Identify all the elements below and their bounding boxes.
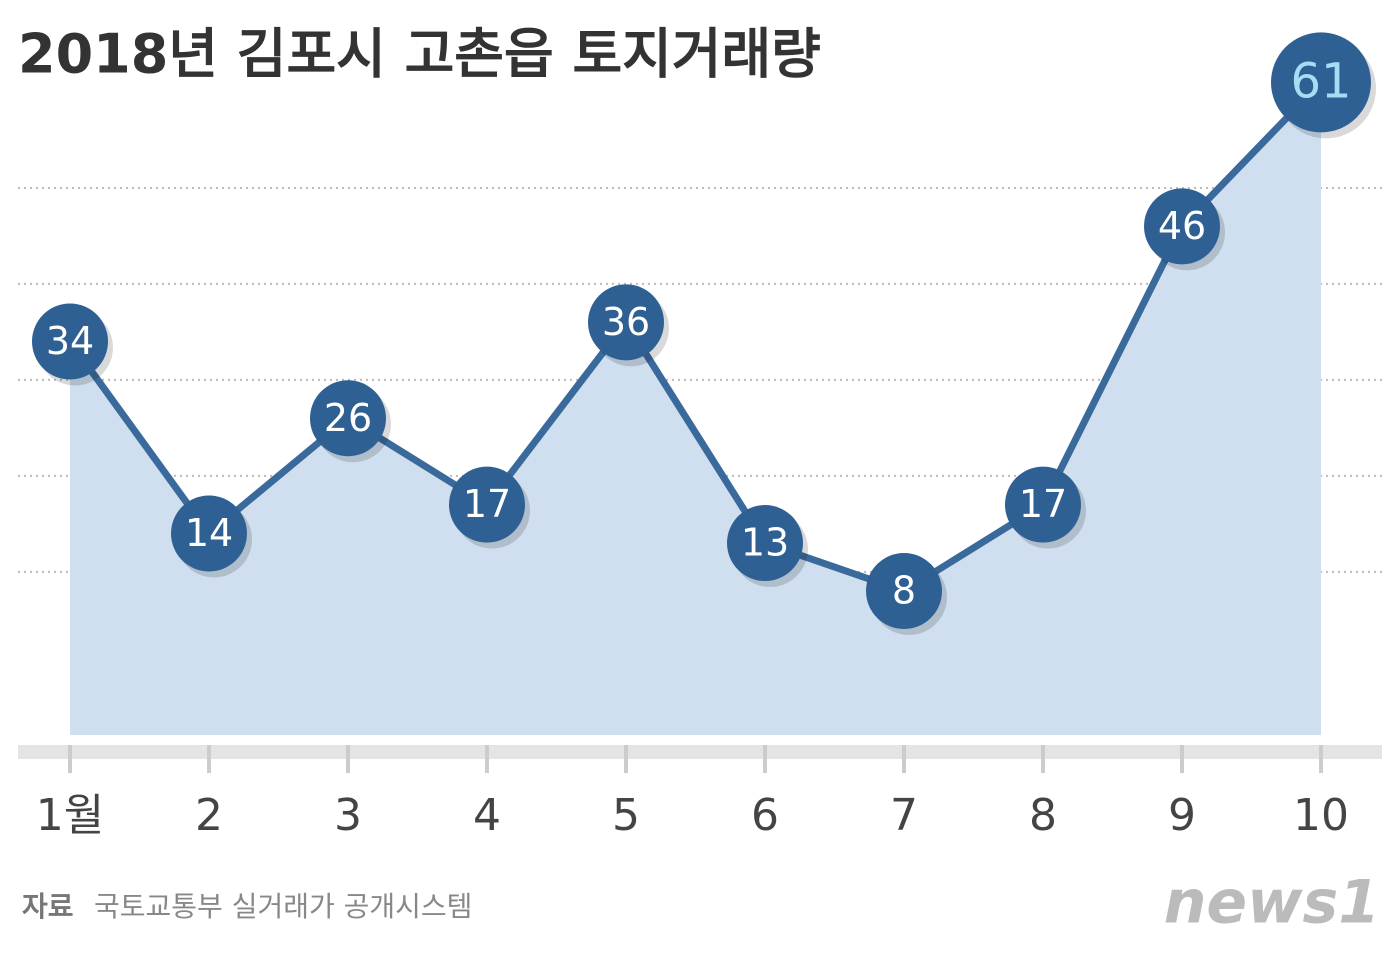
x-tick-label: 5 [612, 790, 640, 841]
point [866, 553, 942, 630]
x-tick-label: 8 [1029, 790, 1057, 841]
x-axis-band [18, 745, 1382, 759]
x-tick-label: 1월 [36, 790, 104, 841]
line [67, 79, 1324, 595]
value-label: 13 [741, 521, 789, 565]
point [32, 303, 108, 380]
x-tick-label: 3 [334, 790, 362, 841]
value-label: 8 [892, 569, 916, 613]
value-label: 34 [46, 319, 94, 363]
x-tick-label: 4 [473, 790, 501, 841]
point [310, 380, 386, 457]
source-label: 자료 [22, 890, 74, 923]
area [70, 82, 1321, 735]
x-tick-label: 2 [195, 790, 223, 841]
x-tick-label: 7 [890, 790, 918, 841]
x-tick-label: 9 [1168, 790, 1196, 841]
value-label: 36 [602, 300, 650, 344]
value-label: 46 [1158, 204, 1206, 248]
value-label: 17 [463, 482, 511, 526]
value-label: 26 [324, 396, 372, 440]
point [588, 284, 664, 361]
point [1005, 466, 1081, 543]
source-text: 국토교통부 실거래가 공개시스템 [94, 890, 472, 923]
x-tick-label: 6 [751, 790, 779, 841]
value-label: 17 [1019, 482, 1067, 526]
point [1144, 188, 1220, 265]
chart-title: 2018년 김포시 고촌읍 토지거래량 [18, 23, 821, 86]
point [1271, 32, 1371, 133]
value-label: 61 [1290, 53, 1351, 109]
value-label: 14 [185, 511, 233, 555]
point [727, 505, 803, 582]
point [171, 495, 247, 572]
x-tick-label: 10 [1293, 790, 1349, 841]
point [449, 466, 525, 543]
logo: news1 [1164, 868, 1380, 938]
